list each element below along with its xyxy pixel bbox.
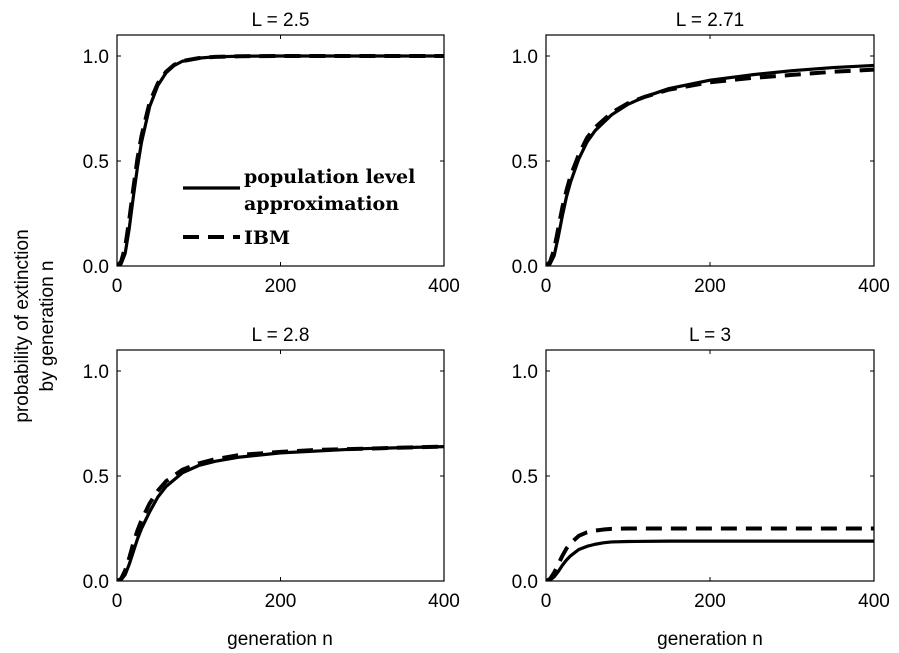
y-tick-label: 1.0 [512,47,538,68]
panel-3: L = 2.8 0 200 400 0.0 0.5 1.0 [83,325,460,612]
x-tick-label: 400 [428,276,460,297]
y-tick-label: 0.5 [512,467,538,488]
panel-1: L = 2.5 0 200 400 0.0 0.5 1.0 [83,10,460,297]
panel-4: L = 3 0 200 400 0.0 0.5 1.0 [512,325,890,612]
x-axis-title-left: generation n [227,629,333,650]
x-tick-label: 400 [858,591,890,612]
y-tick-label: 0.0 [83,257,109,278]
y-tick-label: 0.5 [83,152,109,173]
panel-title: L = 3 [689,325,731,346]
x-tick-label: 400 [858,276,890,297]
y-tick-label: 0.5 [512,152,538,173]
panel-2: L = 2.71 0 200 400 0.0 0.5 1.0 [512,10,890,297]
legend: population level approximation IBM [183,166,415,249]
y-axis-title-line1: probability of extinction [12,229,33,422]
x-tick-label: 200 [265,276,297,297]
x-tick-label: 0 [541,591,552,612]
plot-frame [116,34,445,267]
y-tick-label: 0.0 [512,257,538,278]
x-tick-label: 0 [112,591,123,612]
series-line-population-approximation [117,445,444,581]
x-tick-label: 400 [428,591,460,612]
series-line-ibm [117,54,444,266]
x-tick-label: 0 [541,276,552,297]
x-axis-title-right: generation n [657,629,763,650]
panels: L = 2.5 0 200 400 0.0 0.5 1.0 L = 2.71 0 200 400 0.… [83,10,890,612]
panel-title: L = 2.5 [252,10,310,31]
legend-label-population-approximation: population level [244,166,415,188]
x-tick-label: 200 [694,276,726,297]
panel-title: L = 2.71 [676,10,745,31]
series-line-ibm [546,67,874,266]
y-axis-title-line2: by generation n [37,261,58,392]
legend-label-ibm: IBM [244,227,290,249]
y-tick-label: 0.0 [512,572,538,593]
panel-title: L = 2.8 [252,325,310,346]
x-tick-label: 200 [694,591,726,612]
series-line-population-approximation [546,539,874,581]
x-tick-label: 200 [265,591,297,612]
legend-label-population-approximation-line2: approximation [244,193,399,215]
y-tick-label: 1.0 [512,362,538,383]
series-line-ibm [117,444,444,581]
x-tick-label: 0 [112,276,123,297]
y-tick-label: 0.5 [83,467,109,488]
y-tick-label: 1.0 [83,362,109,383]
series-line-ibm [546,526,874,581]
y-tick-label: 0.0 [83,572,109,593]
plot-frame [545,349,875,582]
plot-frame [116,349,445,582]
y-tick-label: 1.0 [83,47,109,68]
